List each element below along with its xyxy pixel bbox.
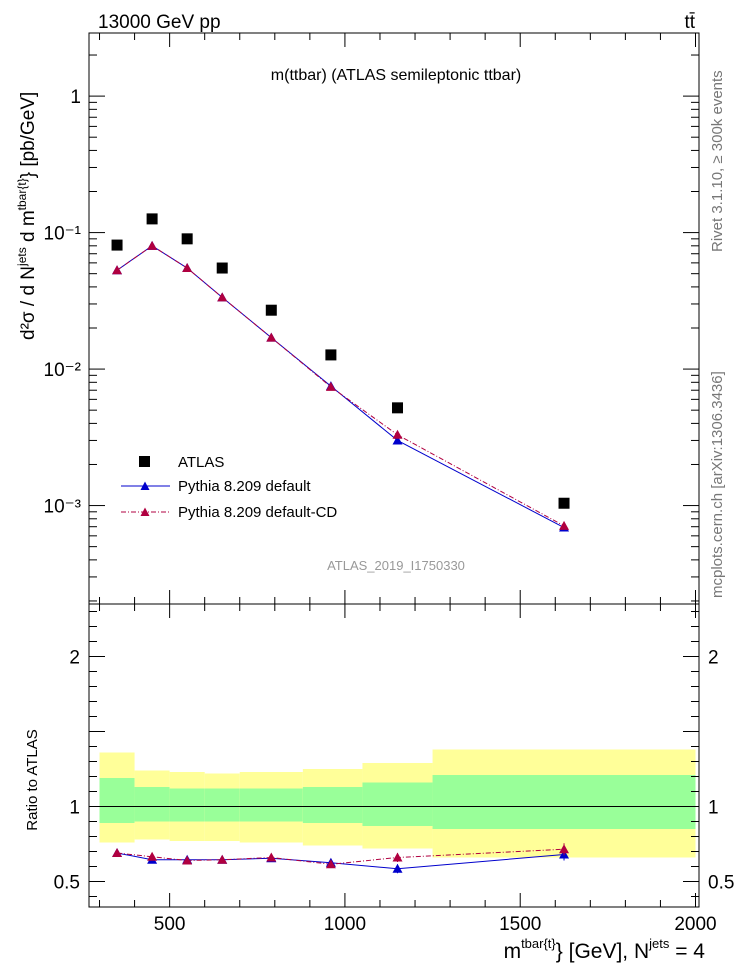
- ratio-marks: [112, 843, 570, 874]
- uncertainty-band-stat: [362, 782, 433, 826]
- legend: ATLAS Pythia 8.209 default Pythia 8.209 …: [121, 454, 337, 521]
- data-point-cd: [325, 381, 336, 391]
- ratio-y-tick-label: 0.5: [54, 873, 80, 894]
- data-point-default: [392, 435, 403, 445]
- legend-cd-marker: [140, 507, 150, 516]
- main-ylabel-sup1: jets: [15, 247, 29, 267]
- ratio-ticks: 0.5 0.5 1 1 2 2 500 1000 1500 2000: [54, 604, 734, 935]
- legend-default-label: Pythia 8.209 default: [178, 478, 311, 495]
- uncertainty-band-stat: [169, 788, 205, 822]
- ratio-point-cd: [147, 851, 158, 861]
- uncertainty-band-stat: [134, 787, 170, 822]
- main-ylabel-mid: d m: [18, 210, 39, 247]
- legend-atlas-marker: [139, 456, 150, 467]
- ratio-point-cd: [325, 859, 336, 869]
- main-ylabel-tail: } [pb/GeV]: [18, 92, 39, 179]
- x-tick-label: 2000: [674, 914, 716, 935]
- ratio-y-tick-label: 2: [69, 648, 80, 669]
- ratio-bands: [99, 749, 696, 858]
- data-point-atlas: [265, 304, 277, 316]
- data-point-cd: [182, 263, 193, 273]
- y-tick-label: 10⁻¹: [44, 224, 82, 245]
- data-point-cd: [392, 429, 403, 439]
- y-tick-label: 10⁻³: [44, 497, 82, 518]
- process-label: tt̄: [684, 12, 695, 33]
- data-point-cd: [266, 332, 277, 342]
- main-panel: m(ttbar) (ATLAS semileptonic ttbar) ATLA…: [15, 32, 700, 605]
- x-label-m: m: [504, 940, 522, 963]
- x-tick-label: 1000: [324, 914, 366, 935]
- x-label-mid: } [GeV], N: [556, 940, 649, 963]
- x-label-sup2: jets: [648, 936, 670, 951]
- uncertainty-band-stat: [432, 775, 696, 829]
- legend-atlas-label: ATLAS: [178, 454, 224, 471]
- source-label: mcplots.cern.ch [arXiv:1306.3436]: [709, 371, 726, 598]
- ratio-y-tick-label-right: 1: [708, 798, 719, 819]
- uncertainty-band-stat: [302, 787, 363, 823]
- ratio-point-cd: [559, 844, 570, 854]
- y-tick-label: 10⁻²: [44, 360, 82, 381]
- data-point-atlas: [181, 233, 193, 245]
- main-title: m(ttbar) (ATLAS semileptonic ttbar): [271, 67, 521, 84]
- legend-default-marker: [140, 481, 150, 490]
- ratio-ylabel: Ratio to ATLAS: [24, 729, 41, 830]
- ratio-line-1: [116, 848, 565, 865]
- data-point-atlas: [325, 349, 337, 361]
- main-yticks: 1 10⁻¹ 10⁻² 10⁻³: [44, 33, 699, 604]
- ratio-point-cd: [112, 848, 123, 857]
- main-ylabel-main: d²σ / d N: [18, 266, 39, 340]
- ratio-panel: 0.5 0.5 1 1 2 2 500 1000 1500 2000 Ratio to ATLAS…: [24, 603, 734, 963]
- rivet-label: Rivet 3.1.10, ≥ 300k events: [709, 70, 726, 252]
- main-ylabel-sup2: tbar{t}: [15, 178, 29, 210]
- ratio-point-cd: [217, 854, 228, 864]
- x-tick-label: 500: [154, 914, 186, 935]
- main-ylabel: d²σ / d Njets d mtbar{t}} [pb/GeV]: [15, 92, 39, 340]
- ratio-point-cd: [392, 852, 403, 862]
- x-tick-label: 1500: [499, 914, 541, 935]
- data-point-cd: [147, 240, 158, 250]
- data-point-cd: [559, 520, 570, 530]
- data-point-atlas: [392, 402, 404, 414]
- x-label-sup1: tbar{t}: [521, 936, 556, 951]
- series-line-2: [116, 245, 565, 527]
- ratio-point-cd: [266, 852, 277, 862]
- data-point-cd: [217, 292, 228, 302]
- data-point-atlas: [146, 213, 158, 225]
- ratio-y-tick-label: 1: [69, 798, 80, 819]
- data-point-atlas: [111, 239, 123, 251]
- uncertainty-band-stat: [99, 778, 135, 823]
- ratio-frame: [88, 603, 700, 908]
- watermark: ATLAS_2019_I1750330: [327, 558, 465, 573]
- data-point-atlas: [558, 497, 570, 509]
- ratio-point-default: [392, 863, 403, 873]
- beam-label: 13000 GeV pp: [98, 12, 221, 33]
- ratio-y-tick-label-right: 0.5: [708, 873, 734, 894]
- x-label-tail: = 4: [669, 940, 705, 963]
- data-point-atlas: [216, 262, 228, 274]
- data-point-cd: [112, 265, 123, 275]
- main-marks: [111, 213, 570, 532]
- uncertainty-band-stat: [239, 788, 303, 822]
- ratio-point-cd: [182, 855, 193, 865]
- uncertainty-band-stat: [204, 788, 240, 822]
- legend-cd-label: Pythia 8.209 default-CD: [178, 504, 337, 521]
- x-axis-label: mtbar{t}} [GeV], Njets = 4: [504, 936, 706, 963]
- ratio-y-tick-label-right: 2: [708, 648, 719, 669]
- y-tick-label: 1: [70, 87, 81, 108]
